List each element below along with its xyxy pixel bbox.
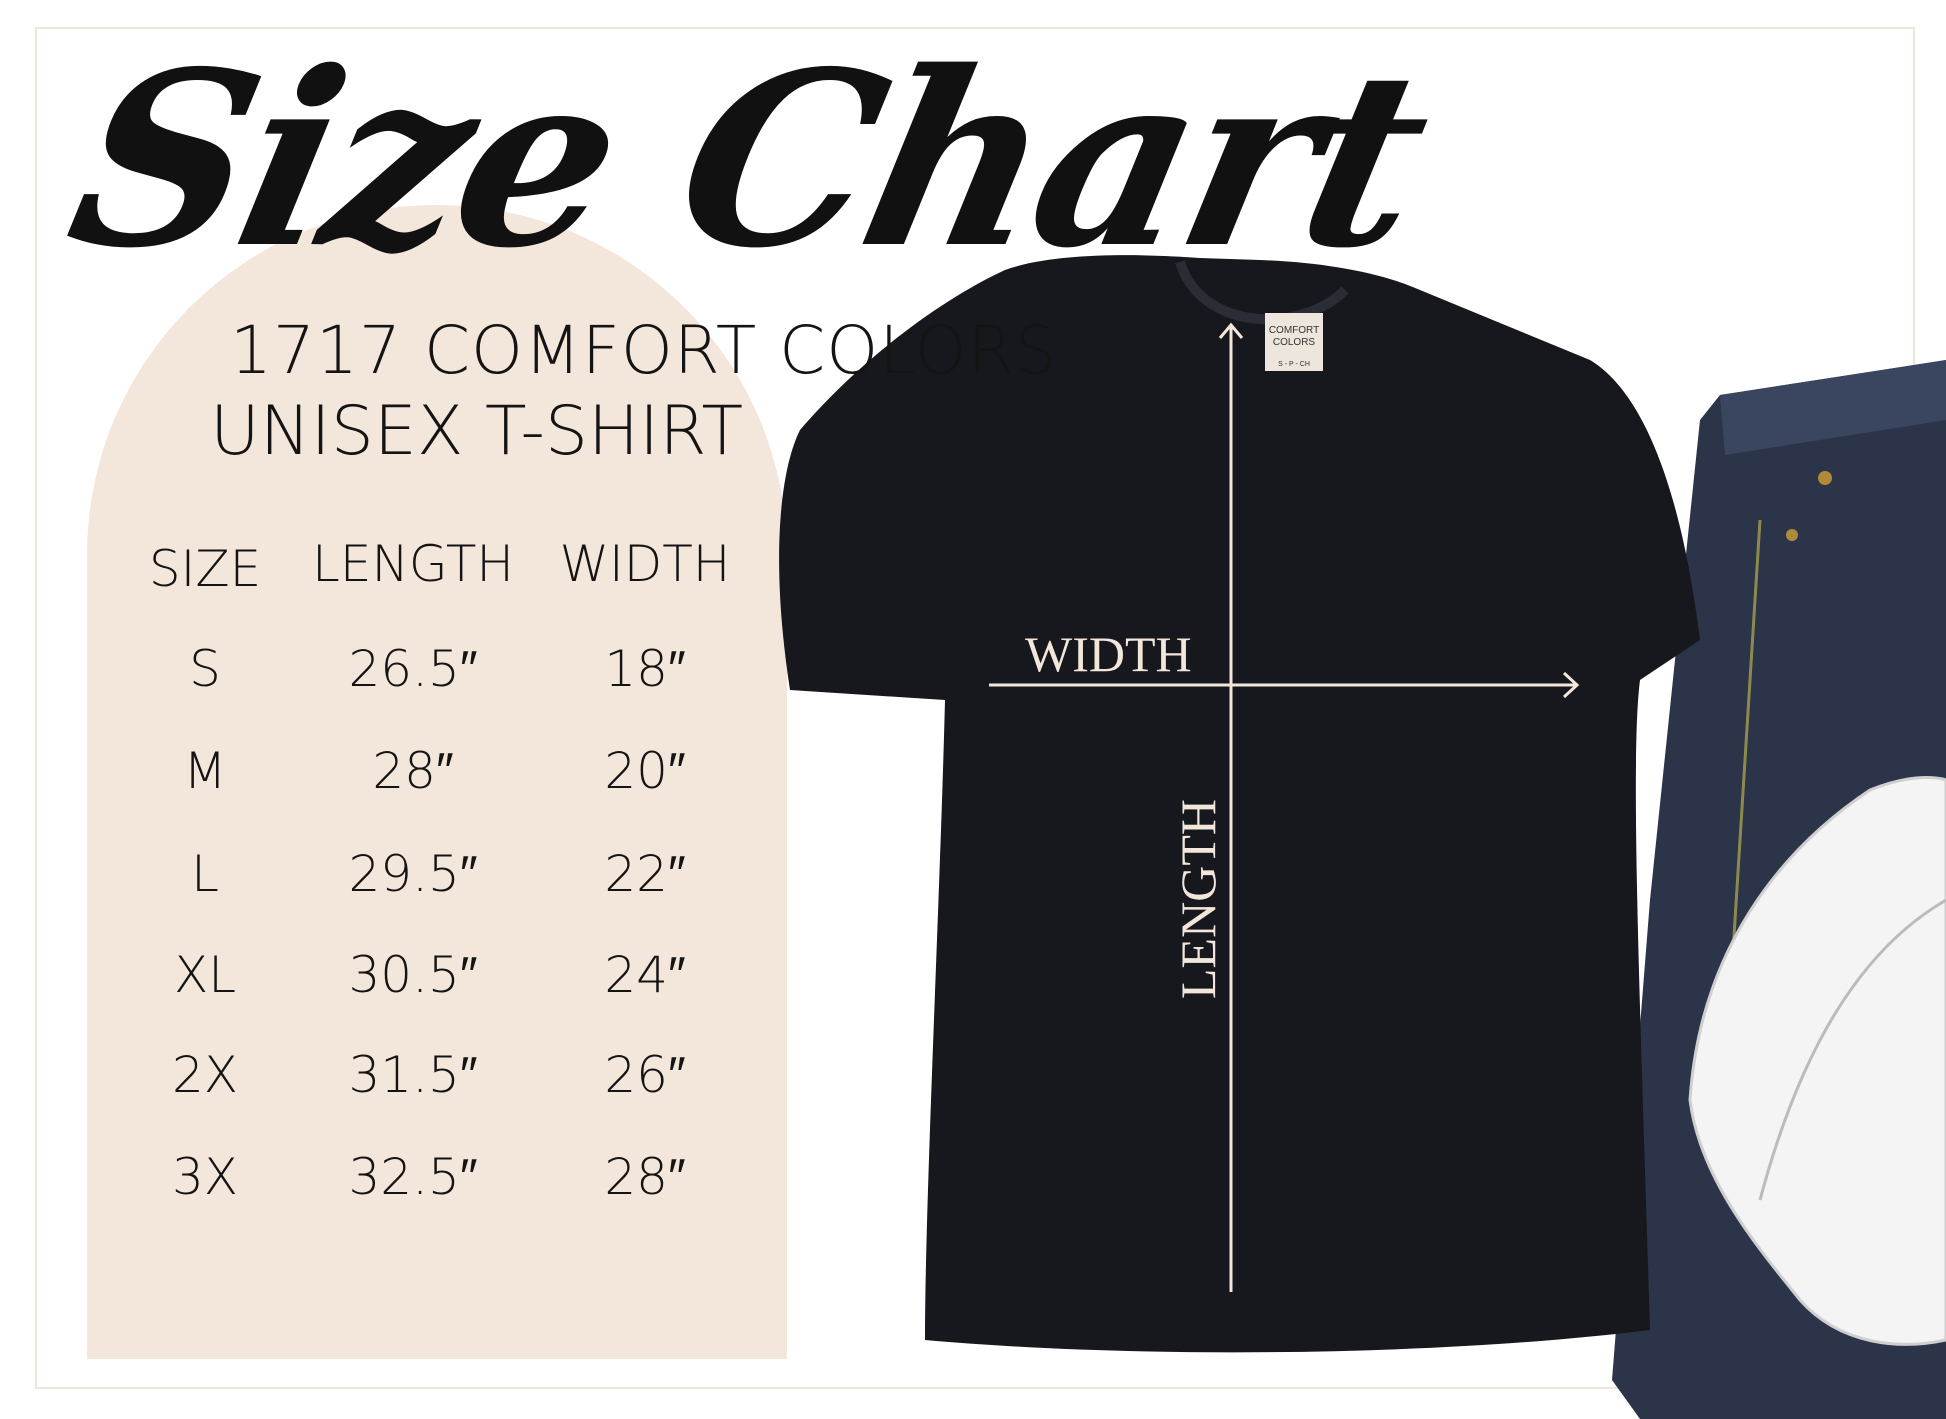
row-size: 3X — [171, 1148, 239, 1206]
tshirt-image — [779, 255, 1700, 1353]
svg-text:COMFORT: COMFORT — [1269, 325, 1319, 336]
row-length: 30.5″ — [348, 946, 478, 1004]
row-length: 31.5″ — [348, 1046, 478, 1104]
row-length: 29.5″ — [348, 845, 478, 903]
row-size: L — [191, 845, 219, 903]
clothing-tag: COMFORT COLORS S - P - CH — [1265, 313, 1323, 371]
header-width: WIDTH — [559, 535, 731, 593]
sneaker-image — [1688, 776, 1946, 1346]
header-length: LENGTH — [312, 535, 514, 593]
row-width: 26″ — [604, 1046, 686, 1104]
row-length: 26.5″ — [348, 640, 478, 698]
row-length: 32.5″ — [348, 1148, 478, 1206]
width-arrowhead-icon — [1562, 671, 1580, 699]
row-width: 18″ — [604, 640, 686, 698]
svg-text:COLORS: COLORS — [1273, 337, 1316, 348]
product-model: 1717 COMFORT COLORS — [230, 312, 1058, 389]
width-label: WIDTH — [1025, 626, 1192, 682]
row-size: S — [189, 640, 221, 698]
row-length: 28″ — [372, 742, 454, 800]
row-width: 20″ — [604, 742, 686, 800]
arch-panel — [87, 205, 787, 1359]
row-width: 28″ — [604, 1148, 686, 1206]
row-width: 24″ — [604, 946, 686, 1004]
product-type: UNISEX T-SHIRT — [210, 392, 744, 471]
header-size: SIZE — [148, 540, 262, 598]
svg-text:S - P - CH: S - P - CH — [1278, 361, 1310, 368]
page-title: Size Chart — [50, 19, 1446, 301]
row-size: XL — [173, 946, 237, 1004]
row-width: 22″ — [604, 845, 686, 903]
length-label: LENGTH — [1170, 799, 1226, 999]
length-arrowhead-icon — [1218, 322, 1244, 339]
row-size: 2X — [171, 1046, 239, 1104]
row-size: M — [183, 742, 227, 800]
